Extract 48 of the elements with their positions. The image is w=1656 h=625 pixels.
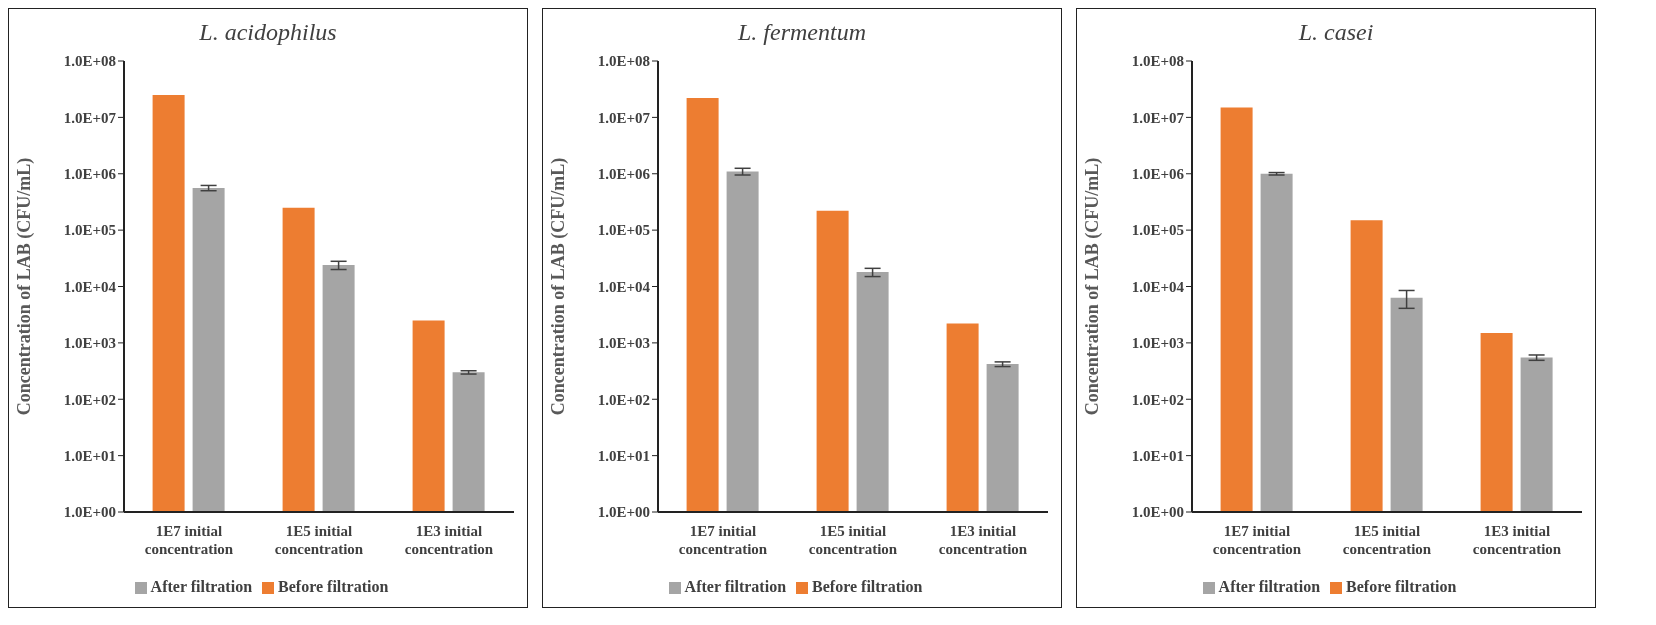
y-tick-label: 1.0E+05 (597, 222, 650, 239)
legend-label: After filtration (684, 578, 787, 595)
x-tick-label: 1E7 initial concentration (678, 523, 768, 557)
y-tick-label: 1.0E+08 (1131, 53, 1184, 70)
y-tick-label: 1.0E+03 (597, 335, 650, 352)
y-tick-label: 1.0E+04 (63, 278, 117, 295)
y-axis-title: Concentration of LAB (CFU/mL) (14, 157, 36, 416)
y-tick-label: 1.0E+02 (1131, 391, 1184, 408)
legend-label: Before filtration (812, 578, 923, 595)
chart-title: L. acidophilus (198, 19, 338, 47)
y-tick-label: 1.0E+02 (63, 391, 116, 408)
y-tick-label: 1.0E+00 (597, 504, 650, 521)
y-axis-title: Concentration of LAB (CFU/mL) (548, 157, 570, 416)
y-tick-label: 1.0E+05 (1131, 222, 1184, 239)
y-tick-label: 1.0E+05 (63, 222, 116, 239)
y-tick-label: 1.0E+08 (63, 53, 116, 70)
y-tick-label: 1.0E+03 (63, 335, 116, 352)
y-tick-label: 1.0E+04 (597, 278, 651, 295)
legend-label: Before filtration (1346, 578, 1457, 595)
x-tick-label: 1E7 initial concentration (144, 523, 234, 557)
legend-label: After filtration (150, 578, 253, 595)
y-tick-label: 1.0E+06 (597, 166, 651, 183)
legend-label: Before filtration (278, 578, 389, 595)
y-axis-title: Concentration of LAB (CFU/mL) (1082, 157, 1104, 416)
y-tick-label: 1.0E+01 (63, 447, 116, 464)
y-tick-label: 1.0E+03 (1131, 335, 1184, 352)
y-tick-label: 1.0E+06 (63, 166, 117, 183)
y-tick-label: 1.0E+07 (1131, 109, 1185, 126)
x-tick-label: 1E5 initial concentration (1342, 523, 1432, 557)
y-tick-label: 1.0E+08 (597, 53, 650, 70)
y-tick-label: 1.0E+00 (1131, 504, 1184, 521)
x-tick-label: 1E3 initial concentration (404, 523, 494, 557)
y-tick-label: 1.0E+06 (1131, 166, 1185, 183)
y-tick-label: 1.0E+01 (1131, 447, 1184, 464)
x-tick-label: 1E5 initial concentration (808, 523, 898, 557)
y-tick-label: 1.0E+07 (597, 109, 651, 126)
x-tick-label: 1E7 initial concentration (1212, 523, 1302, 557)
y-tick-label: 1.0E+07 (63, 109, 117, 126)
x-tick-label: 1E3 initial concentration (1472, 523, 1562, 557)
y-tick-label: 1.0E+00 (63, 504, 116, 521)
x-tick-label: 1E3 initial concentration (938, 523, 1028, 557)
chart-title: L. casei (1297, 19, 1375, 47)
legend-label: After filtration (1218, 578, 1321, 595)
y-tick-label: 1.0E+04 (1131, 278, 1185, 295)
y-tick-label: 1.0E+01 (597, 447, 650, 464)
chart-title: L. fermentum (737, 19, 867, 47)
y-tick-label: 1.0E+02 (597, 391, 650, 408)
x-tick-label: 1E5 initial concentration (274, 523, 364, 557)
